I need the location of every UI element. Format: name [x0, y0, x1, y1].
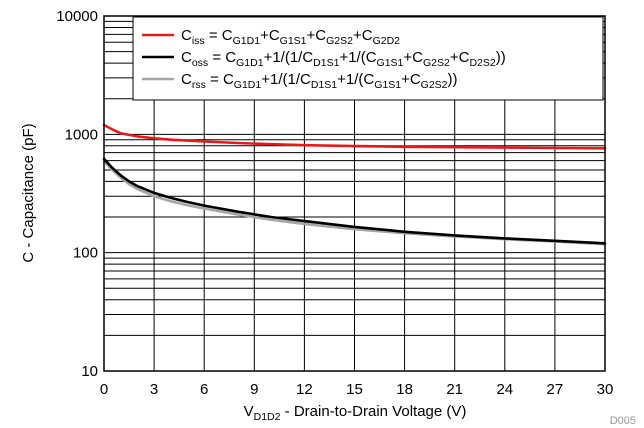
y-axis-title: C - Capacitance (pF) — [20, 123, 37, 262]
legend-text-part: C — [181, 27, 192, 44]
legend-text-part: +C — [403, 49, 423, 66]
x-tick-label: 30 — [597, 381, 614, 398]
series-line-1 — [102, 123, 607, 150]
legend-text-part: +1/(1/C — [261, 71, 311, 88]
legend-subscript: G2S2 — [421, 79, 448, 91]
legend-text-part: +C — [353, 27, 373, 44]
legend-subscript: G2D2 — [373, 35, 401, 47]
x-tick-label: 15 — [346, 381, 363, 398]
legend-subscript: G2S2 — [326, 35, 353, 47]
series-lines — [102, 123, 607, 246]
legend-text-part: +C — [307, 27, 327, 44]
y-tick-label: 10000 — [56, 8, 98, 25]
legend-subscript: G1D1 — [236, 57, 264, 69]
legend-subscript: G1S1 — [374, 79, 401, 91]
legend-subscript: D1S1 — [311, 79, 337, 91]
series-line-2 — [102, 157, 607, 245]
legend-subscript: G1D1 — [234, 79, 262, 91]
x-axis-title: VD1D2 - Drain-to-Drain Voltage (V) — [244, 403, 467, 423]
figure-id: D005 — [610, 415, 636, 427]
x-axis-title-main: V — [244, 403, 254, 420]
x-tick-label: 18 — [396, 381, 413, 398]
x-tick-label: 3 — [150, 381, 158, 398]
x-tick-label: 9 — [250, 381, 258, 398]
legend-subscript: rss — [192, 79, 206, 91]
legend-text-part: +C — [260, 27, 280, 44]
x-axis-title-rest: - Drain-to-Drain Voltage (V) — [280, 403, 466, 420]
legend-text-part: = C — [206, 71, 234, 88]
legend-subscript: G2S2 — [423, 57, 450, 69]
x-tick-label: 12 — [296, 381, 313, 398]
legend-text-part: )) — [496, 49, 506, 66]
y-tick-label: 100 — [73, 245, 98, 262]
y-tick-label: 10 — [81, 363, 98, 380]
x-tick-label: 21 — [446, 381, 463, 398]
legend-subscript: D1S1 — [313, 57, 339, 69]
x-tick-label: 0 — [100, 381, 108, 398]
x-tick-label: 24 — [496, 381, 513, 398]
legend-subscript: G1S1 — [280, 35, 307, 47]
x-axis-title-sub: D1D2 — [254, 411, 281, 423]
legend-text-part: +1/(1/C — [264, 49, 314, 66]
legend-text-part: = C — [205, 27, 233, 44]
legend-label-1: Ciss = CG1D1+CG1S1+CG2S2+CG2D2 — [181, 27, 400, 47]
tick-labels: 0 3 6 9 12 15 18 21 24 27 30 10 100 1000 10000 — [56, 8, 613, 398]
legend-subscript: G1D1 — [233, 35, 261, 47]
legend-text-part: )) — [448, 71, 458, 88]
legend-text-part: C — [181, 71, 192, 88]
legend-box — [132, 16, 604, 101]
legend-text-part: +C — [401, 71, 421, 88]
legend-text-part: C — [181, 49, 192, 66]
legend-text-part: = C — [208, 49, 236, 66]
legend-subscript: iss — [192, 35, 205, 47]
legend-text-part: +1/(C — [339, 49, 376, 66]
x-tick-label: 27 — [547, 381, 564, 398]
legend-label-2: Coss = CG1D1+1/(1/CD1S1+1/(CG1S1+CG2S2+C… — [181, 49, 506, 69]
legend-text-part: +1/(C — [337, 71, 374, 88]
legend-label-3: Crss = CG1D1+1/(1/CD1S1+1/(CG1S1+CG2S2)) — [181, 71, 458, 91]
legend-subscript: oss — [192, 57, 208, 69]
y-tick-label: 1000 — [65, 126, 98, 143]
x-tick-label: 6 — [200, 381, 208, 398]
plot-frame — [103, 15, 606, 372]
legend-subscript: D2S2 — [469, 57, 495, 69]
legend-subscript: G1S1 — [377, 57, 404, 69]
legend-text-part: +C — [450, 49, 470, 66]
